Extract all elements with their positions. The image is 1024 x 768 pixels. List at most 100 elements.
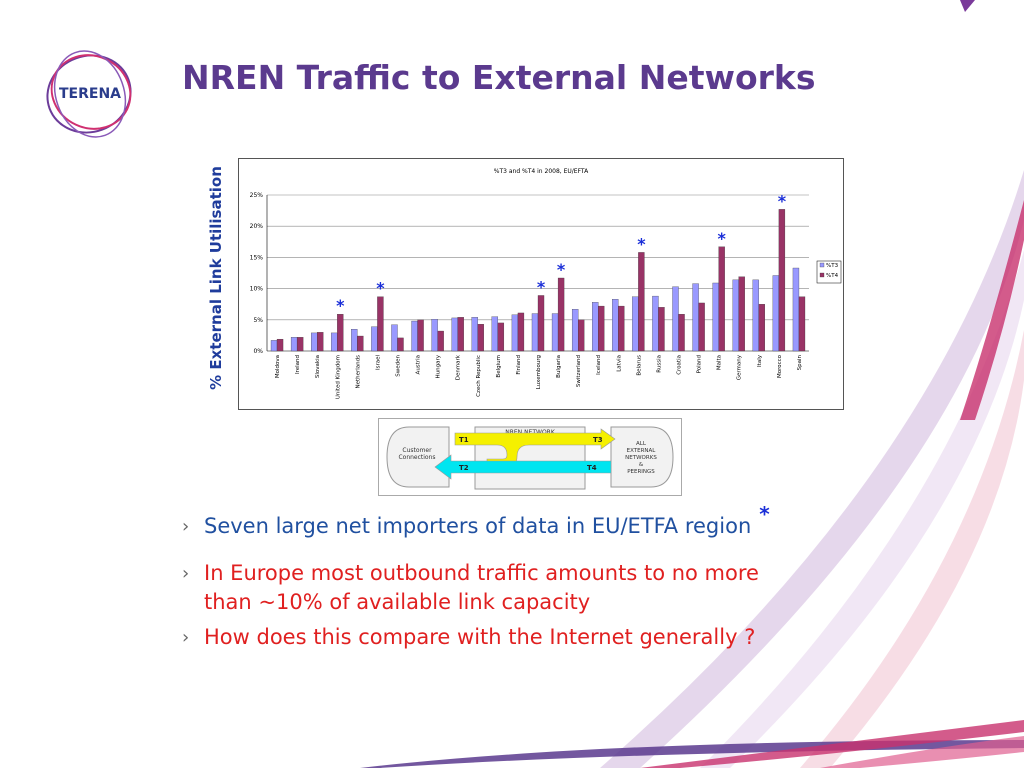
terena-logo: TERENA bbox=[46, 50, 132, 138]
category-label: Croatia bbox=[677, 355, 683, 375]
category-label: Malta bbox=[717, 355, 723, 370]
star-marker: * bbox=[537, 277, 546, 296]
bullet-chevron: › bbox=[182, 627, 190, 648]
bar-t3 bbox=[732, 279, 739, 352]
bar-t4 bbox=[276, 338, 284, 352]
customer-connections-shape bbox=[386, 426, 450, 488]
bar-t4 bbox=[577, 319, 585, 352]
star-marker: * bbox=[637, 234, 646, 253]
chart-title: %T3 and %T4 in 2008, EU/EFTA bbox=[494, 168, 589, 175]
category-label: Spain bbox=[797, 354, 803, 370]
nren-network-label: NREN NETWORK bbox=[505, 429, 556, 436]
bar-t3 bbox=[511, 314, 519, 352]
external-label-3: NETWORKS bbox=[625, 455, 657, 461]
chart-frame: %T3 and %T4 in 2008, EU/EFTA 0% 5% 10% 15% 20… bbox=[238, 158, 844, 410]
bar-t4 bbox=[598, 305, 605, 352]
bar-t3 bbox=[571, 309, 579, 352]
bar-t4 bbox=[317, 332, 324, 352]
bar-t3 bbox=[471, 317, 478, 352]
category-label: Ireland bbox=[295, 355, 301, 374]
bar-t3 bbox=[270, 340, 278, 352]
bullet-outbound-traffic: › In Europe most outbound traffic amount… bbox=[182, 559, 922, 617]
y-tick-label: 25% bbox=[250, 192, 264, 199]
bar-t3 bbox=[632, 296, 639, 352]
customer-label-2: Connections bbox=[398, 454, 435, 461]
bar-t4 bbox=[618, 305, 625, 352]
bar-t3 bbox=[311, 332, 318, 352]
category-label: Luxembourg bbox=[536, 355, 542, 389]
bar-t4 bbox=[437, 330, 444, 352]
bar-chart: %T3 and %T4 in 2008, EU/EFTA 0% 5% 10% 15% 20… bbox=[250, 168, 842, 399]
y-tick-label: 0% bbox=[253, 348, 263, 355]
category-label: Finland bbox=[516, 355, 522, 375]
bar-t4 bbox=[457, 317, 464, 352]
t2-label: T2 bbox=[459, 464, 469, 472]
category-label: Belgium bbox=[496, 355, 502, 378]
category-label: Sweden bbox=[395, 354, 401, 376]
external-label-1: ALL bbox=[636, 441, 647, 447]
bar-t3 bbox=[331, 332, 338, 352]
category-label: Hungary bbox=[436, 354, 442, 378]
category-label: Czech Republic bbox=[476, 355, 482, 397]
bar-t3 bbox=[551, 313, 559, 352]
t1-label: T1 bbox=[459, 436, 469, 444]
y-axis-side-label: % External Link Utilisation bbox=[207, 166, 225, 390]
bar-t4 bbox=[337, 314, 344, 352]
bullet-list: › Seven large net importers of data in E… bbox=[182, 502, 922, 652]
y-tick-label: 5% bbox=[253, 317, 263, 324]
bar-t4 bbox=[397, 337, 404, 352]
category-label: Bulgaria bbox=[556, 355, 562, 378]
category-label: Germany bbox=[737, 354, 743, 380]
slide-title: NREN Traffic to External Networks bbox=[182, 58, 816, 97]
bullet-text: Seven large net importers of data in EU/… bbox=[204, 514, 752, 538]
bar-t3 bbox=[652, 295, 659, 352]
bar-t3 bbox=[792, 267, 800, 352]
star-marker: * bbox=[557, 260, 566, 279]
star-marker: * bbox=[336, 296, 345, 315]
bar-t3 bbox=[712, 282, 719, 352]
cyan-arrow bbox=[434, 454, 612, 480]
bar-t4 bbox=[638, 252, 645, 352]
category-label: Belarus bbox=[636, 355, 642, 376]
legend-label: %T3 bbox=[826, 263, 839, 269]
bar-t3 bbox=[592, 302, 599, 352]
logo-text: TERENA bbox=[59, 86, 121, 102]
customer-label-1: Customer bbox=[402, 447, 432, 454]
bar-t4 bbox=[678, 314, 685, 352]
bar-t4 bbox=[537, 295, 545, 352]
bullet-text-line2: than ~10% of available link capacity bbox=[204, 590, 591, 614]
bar-t4 bbox=[698, 302, 705, 352]
star-marker: * bbox=[759, 502, 770, 526]
bar-t3 bbox=[672, 286, 679, 352]
star-marker: * bbox=[376, 279, 385, 298]
category-label: Iceland bbox=[596, 355, 602, 375]
external-label-5: PEERINGS bbox=[627, 469, 655, 475]
category-label: Switzerland bbox=[576, 355, 582, 387]
bar-t4 bbox=[778, 209, 786, 352]
bar-t4 bbox=[557, 277, 565, 352]
star-marker: * bbox=[778, 191, 787, 210]
bar-t3 bbox=[692, 283, 699, 352]
bar-t4 bbox=[477, 324, 484, 352]
bar-t3 bbox=[391, 324, 398, 352]
category-label: Russia bbox=[656, 355, 662, 373]
bar-t4 bbox=[658, 307, 665, 352]
category-label: Austria bbox=[416, 355, 422, 374]
bullet-chevron: › bbox=[182, 516, 190, 537]
legend-swatch bbox=[819, 272, 825, 278]
bar-t3 bbox=[752, 279, 759, 352]
bar-t3 bbox=[491, 316, 499, 352]
y-tick-label: 20% bbox=[250, 223, 264, 230]
bar-t4 bbox=[417, 319, 424, 352]
traffic-flow-diagram: NREN NETWORK Customer Connections ALL EX… bbox=[378, 418, 682, 496]
bar-t3 bbox=[772, 275, 780, 352]
category-label: Slovakia bbox=[315, 355, 321, 378]
bullet-internet-compare: › How does this compare with the Interne… bbox=[182, 623, 922, 652]
category-label: Denmark bbox=[456, 354, 462, 380]
bullet-text: How does this compare with the Internet … bbox=[204, 625, 756, 649]
bar-t3 bbox=[371, 326, 378, 352]
category-label: Moldova bbox=[275, 355, 281, 378]
category-label: Netherlands bbox=[355, 355, 361, 389]
bar-t4 bbox=[357, 335, 364, 352]
